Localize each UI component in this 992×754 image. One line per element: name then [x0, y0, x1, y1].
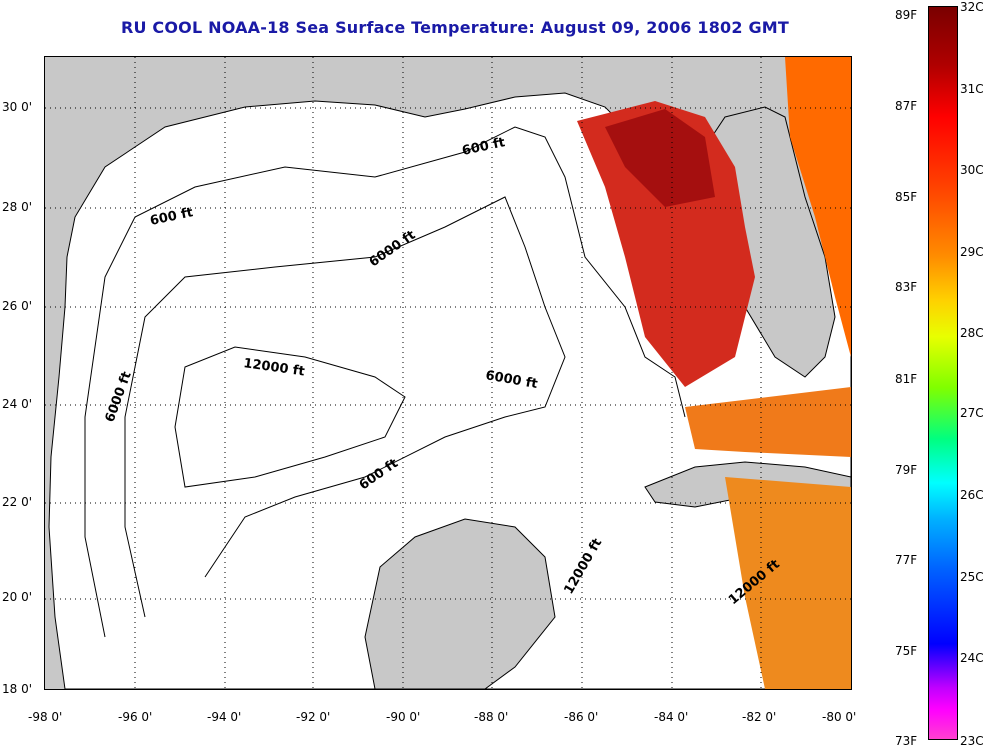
colorbar-c-label: 24C — [960, 651, 984, 665]
colorbar-c-label: 27C — [960, 406, 984, 420]
colorbar-c-label: 30C — [960, 163, 984, 177]
map-title: RU COOL NOAA-18 Sea Surface Temperature:… — [120, 18, 790, 37]
lon-label: -82 0' — [742, 710, 777, 724]
colorbar-f-label: 75F — [895, 644, 918, 658]
sst-swath-caribbean — [725, 477, 851, 689]
colorbar-c-label: 29C — [960, 245, 984, 259]
lat-label: 22 0' — [2, 495, 33, 509]
lon-label: -96 0' — [118, 710, 153, 724]
map-svg: 600 ft 600 ft 6000 ft 12000 ft 6000 ft 6… — [45, 57, 851, 689]
contour-12000ft — [174, 346, 406, 488]
colorbar-c-label: 26C — [960, 488, 984, 502]
colorbar-f-label: 85F — [895, 190, 918, 204]
sst-swath-florida-dark — [605, 109, 715, 207]
colorbar-c-label: 32C — [960, 0, 984, 14]
contour-600ft — [84, 126, 686, 638]
colorbar-f-label: 79F — [895, 463, 918, 477]
colorbar-f-label: 81F — [895, 372, 918, 386]
lat-label: 28 0' — [2, 200, 33, 214]
lon-label: -84 0' — [654, 710, 689, 724]
sst-swath-straits — [685, 387, 851, 457]
colorbar-f-label: 87F — [895, 99, 918, 113]
lon-label: -80 0' — [822, 710, 857, 724]
lat-label: 30 0' — [2, 100, 33, 114]
yucatan-land — [364, 518, 556, 689]
lon-label: -90 0' — [386, 710, 421, 724]
contour-6000ft — [124, 196, 566, 618]
graticule — [45, 57, 851, 689]
colorbar-f-label: 77F — [895, 553, 918, 567]
temperature-colorbar — [928, 6, 958, 740]
lat-label: 18 0' — [2, 682, 33, 696]
colorbar-c-label: 23C — [960, 734, 984, 748]
colorbar-f-label: 89F — [895, 8, 918, 22]
colorbar-f-label: 73F — [895, 734, 918, 748]
sst-map: 600 ft 600 ft 6000 ft 12000 ft 6000 ft 6… — [44, 56, 852, 690]
colorbar-f-label: 83F — [895, 280, 918, 294]
lon-label: -94 0' — [207, 710, 242, 724]
colorbar-c-label: 31C — [960, 82, 984, 96]
lat-label: 26 0' — [2, 299, 33, 313]
lon-label: -86 0' — [564, 710, 599, 724]
lat-label: 20 0' — [2, 590, 33, 604]
colorbar-c-label: 28C — [960, 326, 984, 340]
lon-label: -88 0' — [474, 710, 509, 724]
lat-label: 24 0' — [2, 397, 33, 411]
lon-label: -98 0' — [28, 710, 63, 724]
sst-swath-atlantic — [785, 57, 851, 357]
colorbar-c-label: 25C — [960, 570, 984, 584]
lon-label: -92 0' — [296, 710, 331, 724]
